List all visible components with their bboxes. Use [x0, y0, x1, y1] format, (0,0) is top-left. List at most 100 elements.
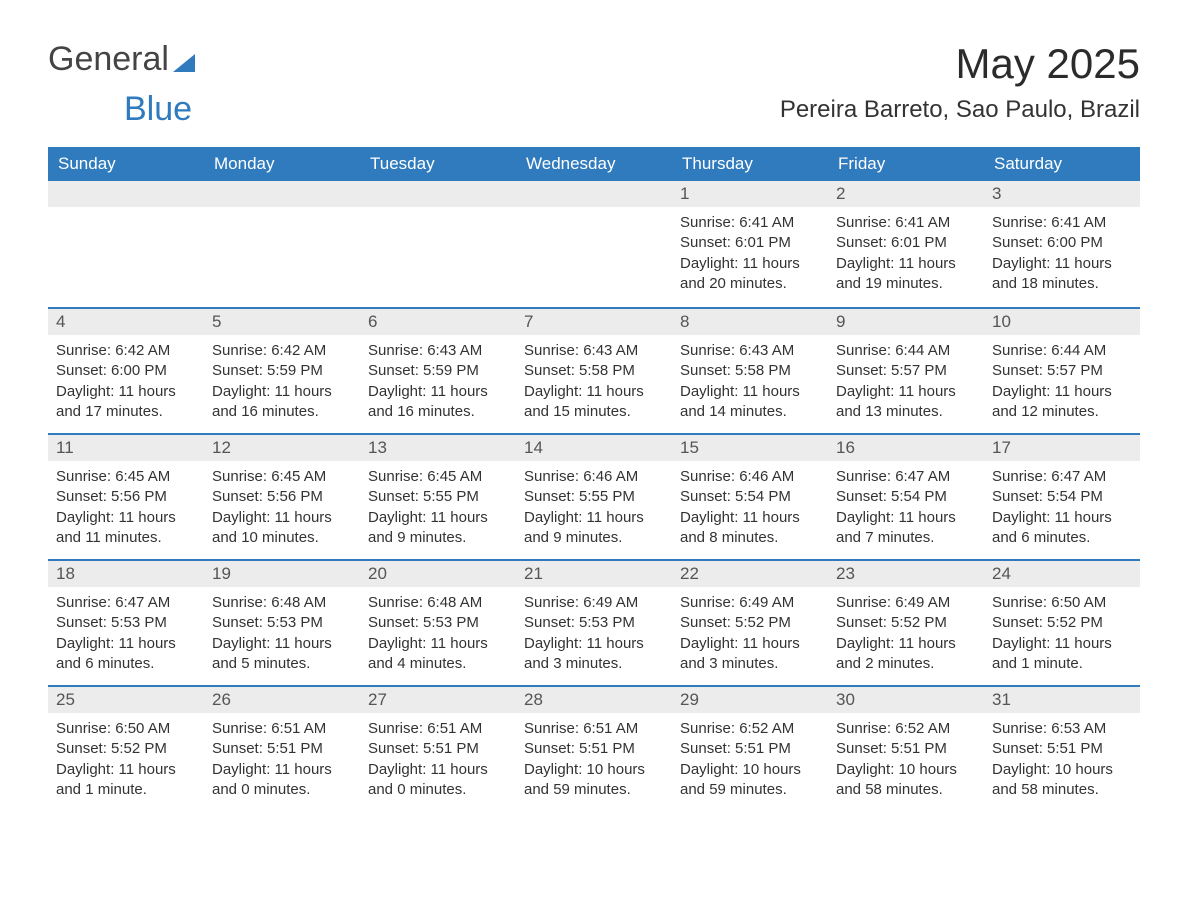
sunset-text: Sunset: 5:58 PM: [524, 361, 664, 381]
calendar-day-cell: 29Sunrise: 6:52 AMSunset: 5:51 PMDayligh…: [672, 685, 828, 811]
sunrise-text: Sunrise: 6:46 AM: [680, 467, 820, 487]
day-number-bar: 26: [204, 685, 360, 713]
daylight-text: Daylight: 11 hours and 1 minute.: [56, 760, 196, 801]
sunset-text: Sunset: 5:54 PM: [992, 487, 1132, 507]
day-details: Sunrise: 6:43 AMSunset: 5:59 PMDaylight:…: [360, 335, 516, 426]
day-number-bar: 17: [984, 433, 1140, 461]
calendar-day-cell: 30Sunrise: 6:52 AMSunset: 5:51 PMDayligh…: [828, 685, 984, 811]
sunrise-text: Sunrise: 6:51 AM: [368, 719, 508, 739]
calendar-day-cell: 20Sunrise: 6:48 AMSunset: 5:53 PMDayligh…: [360, 559, 516, 685]
calendar-body: 1Sunrise: 6:41 AMSunset: 6:01 PMDaylight…: [48, 181, 1140, 811]
day-number-bar: 24: [984, 559, 1140, 587]
calendar-day-cell: 31Sunrise: 6:53 AMSunset: 5:51 PMDayligh…: [984, 685, 1140, 811]
calendar-column-header: Saturday: [984, 147, 1140, 181]
day-details: Sunrise: 6:52 AMSunset: 5:51 PMDaylight:…: [672, 713, 828, 804]
daylight-text: Daylight: 11 hours and 19 minutes.: [836, 254, 976, 295]
calendar-day-cell: 15Sunrise: 6:46 AMSunset: 5:54 PMDayligh…: [672, 433, 828, 559]
sunset-text: Sunset: 5:57 PM: [992, 361, 1132, 381]
sunrise-text: Sunrise: 6:46 AM: [524, 467, 664, 487]
daylight-text: Daylight: 11 hours and 0 minutes.: [212, 760, 352, 801]
day-number-bar: 18: [48, 559, 204, 587]
calendar-day-cell: 3Sunrise: 6:41 AMSunset: 6:00 PMDaylight…: [984, 181, 1140, 307]
day-details: Sunrise: 6:47 AMSunset: 5:54 PMDaylight:…: [984, 461, 1140, 552]
day-number-bar: 7: [516, 307, 672, 335]
daylight-text: Daylight: 11 hours and 9 minutes.: [524, 508, 664, 549]
day-details: Sunrise: 6:48 AMSunset: 5:53 PMDaylight:…: [204, 587, 360, 678]
calendar-day-cell: 24Sunrise: 6:50 AMSunset: 5:52 PMDayligh…: [984, 559, 1140, 685]
day-details: Sunrise: 6:45 AMSunset: 5:56 PMDaylight:…: [48, 461, 204, 552]
sunrise-text: Sunrise: 6:47 AM: [836, 467, 976, 487]
day-details: Sunrise: 6:51 AMSunset: 5:51 PMDaylight:…: [204, 713, 360, 804]
day-details: Sunrise: 6:44 AMSunset: 5:57 PMDaylight:…: [984, 335, 1140, 426]
day-number-bar: 28: [516, 685, 672, 713]
daylight-text: Daylight: 11 hours and 11 minutes.: [56, 508, 196, 549]
calendar-day-cell: 7Sunrise: 6:43 AMSunset: 5:58 PMDaylight…: [516, 307, 672, 433]
sunrise-text: Sunrise: 6:41 AM: [836, 213, 976, 233]
day-details: Sunrise: 6:41 AMSunset: 6:01 PMDaylight:…: [828, 207, 984, 298]
calendar-week-row: 11Sunrise: 6:45 AMSunset: 5:56 PMDayligh…: [48, 433, 1140, 559]
day-details: Sunrise: 6:41 AMSunset: 6:00 PMDaylight:…: [984, 207, 1140, 298]
sunrise-text: Sunrise: 6:43 AM: [680, 341, 820, 361]
daylight-text: Daylight: 11 hours and 6 minutes.: [56, 634, 196, 675]
calendar-day-cell: 28Sunrise: 6:51 AMSunset: 5:51 PMDayligh…: [516, 685, 672, 811]
sunrise-text: Sunrise: 6:47 AM: [56, 593, 196, 613]
day-number-bar: 31: [984, 685, 1140, 713]
calendar-day-cell: 22Sunrise: 6:49 AMSunset: 5:52 PMDayligh…: [672, 559, 828, 685]
day-details: Sunrise: 6:44 AMSunset: 5:57 PMDaylight:…: [828, 335, 984, 426]
sunset-text: Sunset: 5:51 PM: [212, 739, 352, 759]
sunset-text: Sunset: 6:00 PM: [56, 361, 196, 381]
calendar-header-row: SundayMondayTuesdayWednesdayThursdayFrid…: [48, 147, 1140, 181]
day-number-bar: 6: [360, 307, 516, 335]
daylight-text: Daylight: 11 hours and 5 minutes.: [212, 634, 352, 675]
calendar-column-header: Thursday: [672, 147, 828, 181]
day-details: Sunrise: 6:47 AMSunset: 5:54 PMDaylight:…: [828, 461, 984, 552]
sunset-text: Sunset: 5:58 PM: [680, 361, 820, 381]
day-number-bar: 5: [204, 307, 360, 335]
day-number-bar: 2: [828, 181, 984, 207]
calendar-day-cell: 9Sunrise: 6:44 AMSunset: 5:57 PMDaylight…: [828, 307, 984, 433]
sunrise-text: Sunrise: 6:41 AM: [680, 213, 820, 233]
daylight-text: Daylight: 11 hours and 13 minutes.: [836, 382, 976, 423]
sunset-text: Sunset: 6:01 PM: [680, 233, 820, 253]
sunset-text: Sunset: 5:56 PM: [56, 487, 196, 507]
calendar-day-cell: 13Sunrise: 6:45 AMSunset: 5:55 PMDayligh…: [360, 433, 516, 559]
sunset-text: Sunset: 5:51 PM: [680, 739, 820, 759]
sunrise-text: Sunrise: 6:41 AM: [992, 213, 1132, 233]
sunrise-text: Sunrise: 6:44 AM: [992, 341, 1132, 361]
daylight-text: Daylight: 11 hours and 15 minutes.: [524, 382, 664, 423]
daylight-text: Daylight: 11 hours and 1 minute.: [992, 634, 1132, 675]
daylight-text: Daylight: 11 hours and 20 minutes.: [680, 254, 820, 295]
day-number-bar: 16: [828, 433, 984, 461]
sunrise-text: Sunrise: 6:53 AM: [992, 719, 1132, 739]
sunset-text: Sunset: 5:52 PM: [836, 613, 976, 633]
day-number-bar: 29: [672, 685, 828, 713]
calendar-day-cell: 6Sunrise: 6:43 AMSunset: 5:59 PMDaylight…: [360, 307, 516, 433]
day-details: Sunrise: 6:45 AMSunset: 5:56 PMDaylight:…: [204, 461, 360, 552]
sunrise-text: Sunrise: 6:44 AM: [836, 341, 976, 361]
sunrise-text: Sunrise: 6:48 AM: [212, 593, 352, 613]
day-number-bar: [360, 181, 516, 207]
daylight-text: Daylight: 11 hours and 12 minutes.: [992, 382, 1132, 423]
day-number-bar: 4: [48, 307, 204, 335]
sunrise-text: Sunrise: 6:49 AM: [836, 593, 976, 613]
day-number-bar: 14: [516, 433, 672, 461]
sunset-text: Sunset: 5:51 PM: [992, 739, 1132, 759]
sunrise-text: Sunrise: 6:50 AM: [992, 593, 1132, 613]
day-number-bar: 15: [672, 433, 828, 461]
sunset-text: Sunset: 6:01 PM: [836, 233, 976, 253]
calendar-day-cell: 16Sunrise: 6:47 AMSunset: 5:54 PMDayligh…: [828, 433, 984, 559]
day-number-bar: 23: [828, 559, 984, 587]
sunset-text: Sunset: 5:56 PM: [212, 487, 352, 507]
sunset-text: Sunset: 5:59 PM: [212, 361, 352, 381]
day-number-bar: [204, 181, 360, 207]
day-details: Sunrise: 6:50 AMSunset: 5:52 PMDaylight:…: [48, 713, 204, 804]
sunrise-text: Sunrise: 6:51 AM: [212, 719, 352, 739]
day-details: Sunrise: 6:46 AMSunset: 5:55 PMDaylight:…: [516, 461, 672, 552]
sunrise-text: Sunrise: 6:49 AM: [524, 593, 664, 613]
day-details: Sunrise: 6:43 AMSunset: 5:58 PMDaylight:…: [672, 335, 828, 426]
day-details: Sunrise: 6:47 AMSunset: 5:53 PMDaylight:…: [48, 587, 204, 678]
day-details: Sunrise: 6:42 AMSunset: 6:00 PMDaylight:…: [48, 335, 204, 426]
day-details: Sunrise: 6:49 AMSunset: 5:52 PMDaylight:…: [672, 587, 828, 678]
daylight-text: Daylight: 11 hours and 18 minutes.: [992, 254, 1132, 295]
calendar-week-row: 25Sunrise: 6:50 AMSunset: 5:52 PMDayligh…: [48, 685, 1140, 811]
